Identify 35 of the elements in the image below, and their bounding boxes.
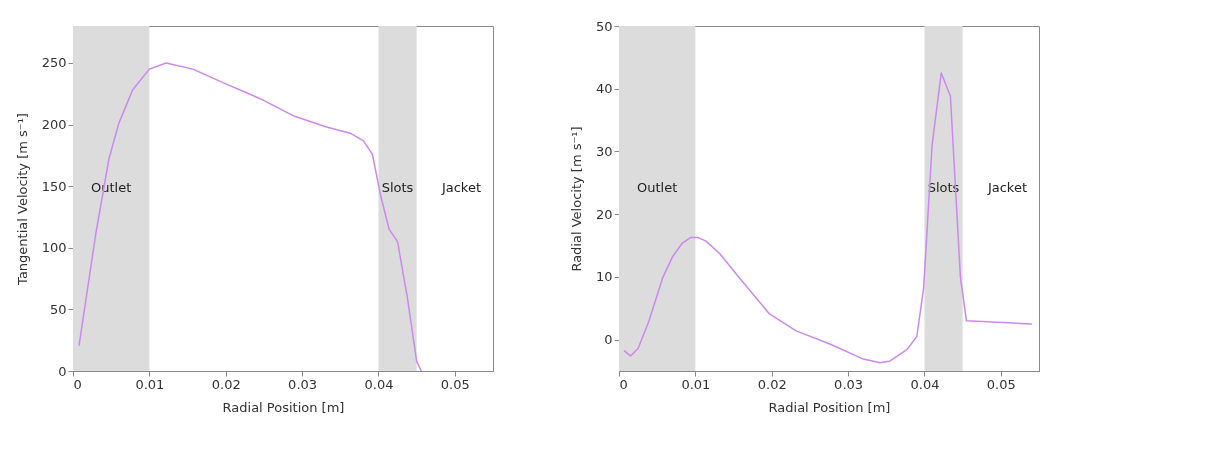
annotation: Jacket (986, 180, 1027, 196)
x-tick-label: 0.04 (910, 376, 940, 392)
y-tick-label: 50 (595, 18, 613, 34)
x-tick-label: 0.05 (986, 376, 1016, 392)
y-tick-label: 250 (41, 55, 67, 71)
y-tick-label: 0 (604, 332, 613, 348)
y-tick-label: 10 (595, 269, 613, 285)
band-label: Outlet (637, 180, 678, 196)
line-series (623, 72, 1033, 364)
y-tick-label: 20 (595, 206, 613, 222)
x-tick-label: 0.02 (757, 376, 787, 392)
y-tick-label: 100 (41, 240, 67, 256)
y-tick-label: 0 (58, 363, 67, 379)
x-tick-label: 0.03 (834, 376, 864, 392)
y-axis-title: Tangential Velocity [m s⁻¹] (14, 113, 30, 286)
x-axis-title: Radial Position [m] (222, 399, 345, 415)
x-tick-label: 0.05 (440, 376, 470, 392)
y-axis-title: Radial Velocity [m s⁻¹] (568, 126, 584, 272)
x-tick-label: 0.04 (364, 376, 394, 392)
x-tick-label: 0.01 (681, 376, 711, 392)
y-tick-label: 200 (41, 117, 67, 133)
band-label: Slots (381, 180, 414, 196)
x-tick-label: 0.01 (135, 376, 165, 392)
x-tick-label: 0.02 (211, 376, 241, 392)
y-tick-label: 40 (595, 81, 613, 97)
annotation: Jacket (440, 180, 481, 196)
y-tick-label: 50 (49, 301, 67, 317)
x-tick-label: 0.03 (288, 376, 318, 392)
x-tick-label: 0 (73, 376, 82, 392)
line-series (78, 62, 422, 371)
x-tick-label: 0 (619, 376, 628, 392)
band-label: Outlet (91, 180, 132, 196)
y-tick-label: 30 (595, 143, 613, 159)
x-axis-title: Radial Position [m] (768, 399, 891, 415)
y-tick-label: 150 (41, 178, 67, 194)
